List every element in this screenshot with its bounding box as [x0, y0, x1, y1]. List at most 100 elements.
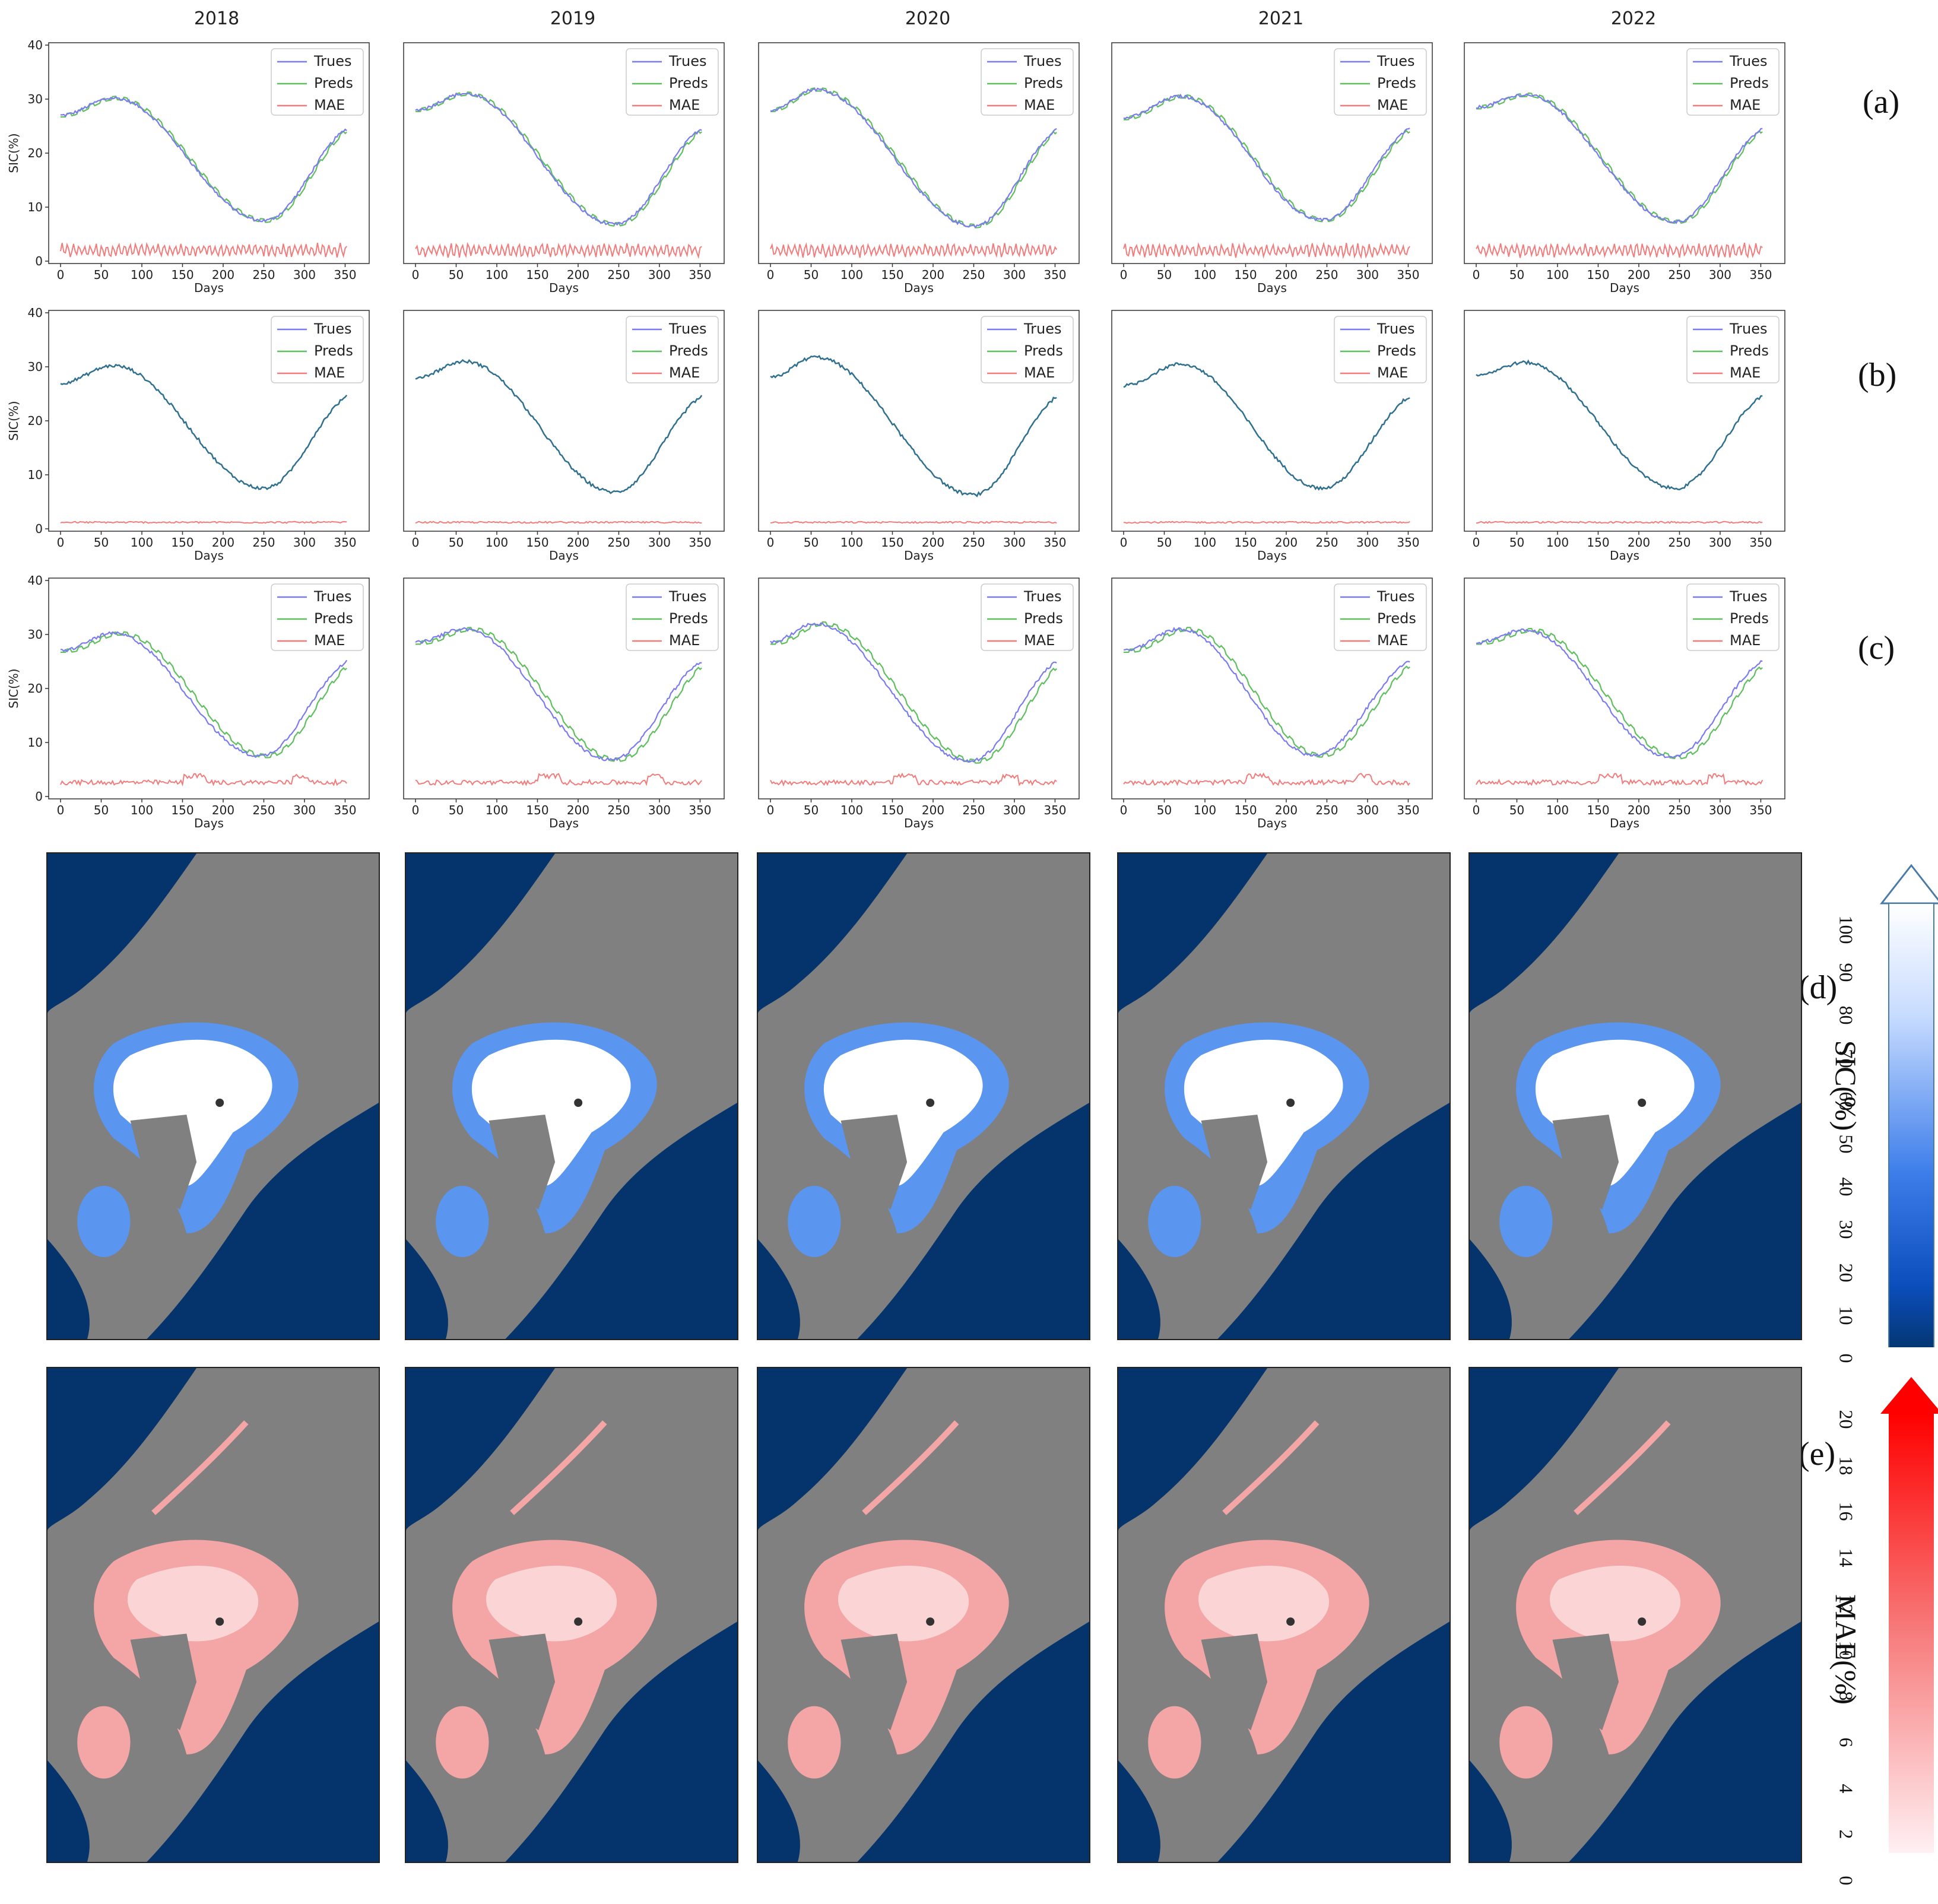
series-trues-line [770, 622, 1057, 763]
legend-label: MAE [1377, 632, 1408, 649]
map-canvas [758, 1368, 1089, 1862]
x-tick-label: 0 [1473, 268, 1480, 282]
x-tick-label: 300 [293, 803, 316, 817]
series-preds-line [770, 621, 1057, 764]
mae-colorbar-bar [1889, 1414, 1934, 1853]
mae-colorbar-tick: 20 [1835, 1410, 1857, 1429]
legend-box [1686, 48, 1780, 116]
sic-colorbar-tick: 0 [1835, 1353, 1857, 1363]
x-tick-label: 0 [767, 803, 775, 817]
x-tick-label: 100 [1546, 803, 1569, 817]
x-tick-label: 0 [1120, 803, 1128, 817]
land-archipelago [840, 1115, 908, 1210]
series-trues-line [770, 87, 1057, 229]
legend-label: Preds [1730, 342, 1769, 359]
series-preds-line [1476, 627, 1763, 760]
x-tick-label: 50 [1157, 268, 1172, 282]
x-tick-label: 50 [804, 535, 819, 550]
mae-coast [1222, 1420, 1320, 1515]
legend-label: Trues [1729, 320, 1767, 337]
sic-colorbar-tick: 50 [1835, 1134, 1857, 1154]
x-tick-label: 50 [1509, 803, 1524, 817]
x-axis-label: Days [1257, 816, 1287, 830]
x-tick-label: 200 [567, 803, 589, 817]
ocean-region [505, 1103, 737, 1339]
chart-(c)-2019: 0 50 100 150 200 250 300 350 Days Trues Preds MAE [403, 577, 725, 830]
y-tick-label: 40 [28, 306, 43, 320]
x-tick-label: 100 [486, 535, 508, 550]
land-archipelago [1201, 1633, 1268, 1731]
x-tick-label: 250 [1668, 803, 1690, 817]
sic-colorbar-tick: 20 [1835, 1263, 1857, 1283]
legend-label: Preds [669, 75, 708, 91]
x-tick-label: 100 [840, 268, 863, 282]
legend-label: Preds [669, 610, 708, 627]
legend-label: Trues [1729, 588, 1767, 605]
mae-region-low [486, 1566, 617, 1642]
chart-(c)-2018: 0 50 100 150 200 250 300 350 Days 0 10 20 30 40 SIC(%)… [7, 573, 370, 830]
year-header-2019: 2019 [550, 8, 596, 29]
land-archipelago [1552, 1633, 1619, 1731]
year-header-2021: 2021 [1258, 8, 1304, 29]
x-tick-label: 150 [1587, 535, 1609, 550]
chart-(c)-2020: 0 50 100 150 200 250 300 350 Days Trues Preds MAE [758, 577, 1080, 830]
legend-label: Preds [1730, 610, 1769, 627]
chart-(c)-2022: 0 50 100 150 200 250 300 350 Days Trues Preds MAE [1464, 577, 1785, 830]
mae-region-bay [1148, 1706, 1201, 1779]
legend-label: Preds [1377, 610, 1416, 627]
map-mae-2018 [46, 1367, 380, 1863]
legend-label: Preds [1024, 342, 1063, 359]
y-tick-label: 10 [28, 735, 43, 750]
legend-label: Trues [668, 588, 706, 605]
x-axis-label: Days [549, 548, 579, 563]
x-tick-label: 250 [607, 268, 630, 282]
chart-(b)-2018: 0 50 100 150 200 250 300 350 Days 0 10 20 30 40 SIC(%)… [7, 306, 370, 563]
y-tick-label: 30 [28, 360, 43, 374]
chart-(b)-2020: 0 50 100 150 200 250 300 350 Days Trues Preds MAE [758, 310, 1080, 563]
x-tick-label: 150 [881, 268, 903, 282]
x-tick-label: 300 [648, 535, 671, 550]
x-tick-label: 300 [293, 268, 316, 282]
y-tick-label: 0 [35, 254, 43, 268]
x-tick-label: 150 [881, 535, 903, 550]
year-header-2022: 2022 [1610, 8, 1657, 29]
x-axis-label: Days [1610, 816, 1639, 830]
legend-box [626, 48, 719, 116]
legend-label: MAE [1730, 364, 1761, 381]
x-axis-label: Days [194, 816, 224, 830]
sic-colorbar-bar [1888, 903, 1934, 1347]
ocean-region [406, 1760, 448, 1862]
x-tick-label: 50 [449, 268, 464, 282]
line-charts: 0 50 100 150 200 250 300 350Days010203040SIC(%)… [7, 38, 1785, 830]
series-trues-line [1123, 627, 1410, 757]
legend-label: Trues [1729, 53, 1767, 69]
ocean-region [1470, 1239, 1512, 1339]
x-tick-label: 200 [1628, 268, 1650, 282]
x-tick-label: 50 [804, 803, 819, 817]
sic-colorbar-tick: 70 [1835, 1049, 1857, 1068]
series-mae-line [1123, 242, 1410, 259]
x-tick-label: 0 [412, 535, 420, 550]
legend-label: Trues [313, 588, 351, 605]
map-canvas [1470, 853, 1801, 1339]
legend-box [1334, 583, 1427, 651]
legend-label: MAE [1024, 97, 1055, 113]
x-tick-label: 0 [1473, 803, 1480, 817]
series-trues-preds-line [1476, 359, 1763, 491]
x-axis-label: Days [1257, 281, 1287, 295]
sic-colorbar-tick: 60 [1835, 1091, 1857, 1111]
sea-ice-bay [436, 1186, 489, 1257]
north-pole-marker [215, 1617, 224, 1626]
x-tick-label: 100 [131, 268, 153, 282]
x-tick-label: 50 [1509, 268, 1524, 282]
x-tick-label: 150 [171, 803, 194, 817]
legend-label: MAE [1024, 632, 1055, 649]
chart-(b)-2019: 0 50 100 150 200 250 300 350 Days Trues Preds MAE [403, 310, 725, 563]
x-tick-label: 100 [1194, 535, 1216, 550]
x-tick-label: 150 [171, 535, 194, 550]
x-tick-label: 150 [1234, 268, 1257, 282]
chart-(b)-2021: 0 50 100 150 200 250 300 350 Days Trues Preds MAE [1111, 310, 1433, 563]
mae-region-bay [77, 1706, 131, 1779]
x-axis-label: Days [1610, 281, 1639, 295]
x-tick-label: 250 [962, 535, 985, 550]
